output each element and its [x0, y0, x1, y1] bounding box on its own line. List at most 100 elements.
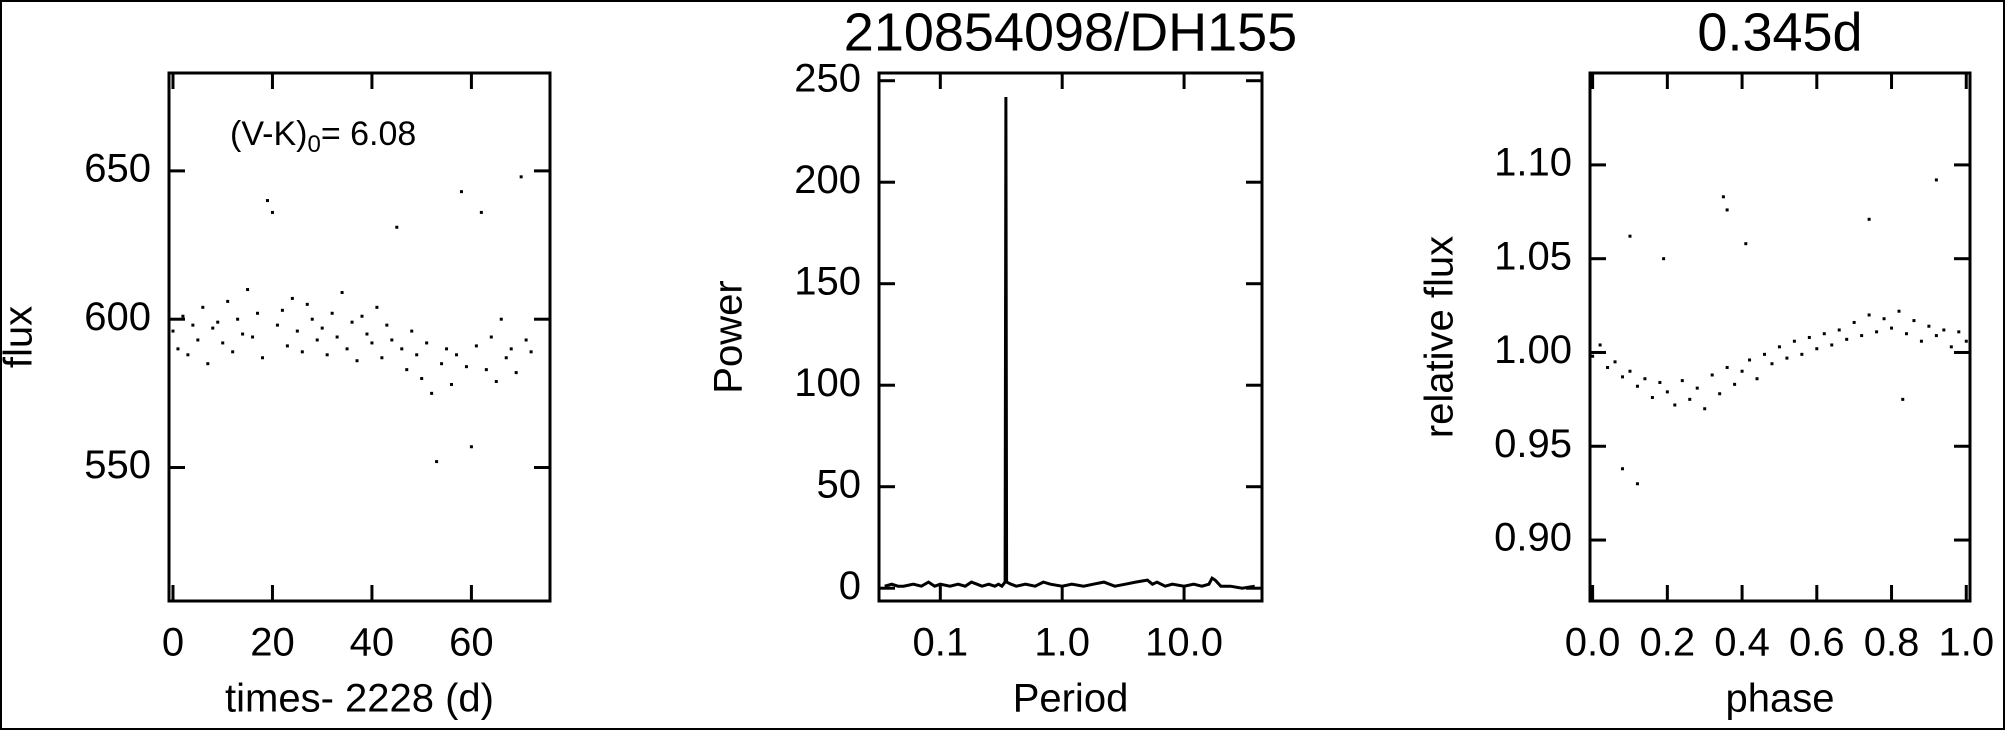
point: [360, 314, 364, 318]
power-line: [884, 96, 1255, 590]
point: [1792, 339, 1796, 343]
point: [1934, 178, 1938, 182]
point: [1942, 328, 1946, 332]
point: [1673, 403, 1677, 407]
point: [1919, 339, 1923, 343]
point: [375, 305, 379, 309]
point: [305, 302, 309, 306]
point: [335, 335, 339, 339]
y-tick-label: 0.95: [1494, 422, 1572, 466]
point: [1777, 345, 1781, 349]
y-tick-label: 150: [794, 259, 861, 303]
x-tick-label: 0: [162, 621, 184, 665]
x-tick-label: 60: [449, 621, 494, 665]
point: [410, 329, 414, 333]
point: [1748, 358, 1752, 362]
point: [1830, 343, 1834, 347]
point: [285, 344, 289, 348]
point: [315, 338, 319, 342]
panel-title: 0.345d: [1697, 2, 1862, 62]
point: [1815, 347, 1819, 351]
point: [385, 323, 389, 327]
point: [186, 353, 190, 357]
point: [1662, 257, 1666, 261]
point: [1755, 377, 1759, 381]
point: [256, 311, 260, 315]
point: [1770, 362, 1774, 366]
point: [1837, 328, 1841, 332]
point: [524, 338, 528, 342]
point: [1628, 234, 1632, 238]
y-tick-label: 550: [84, 443, 151, 487]
point: [300, 350, 304, 354]
plot-frame: [167, 71, 552, 603]
y-tick-label: 600: [84, 295, 151, 339]
point: [1957, 330, 1961, 334]
point: [1650, 395, 1654, 399]
annotation-subscript: 0: [307, 131, 320, 158]
point: [211, 326, 215, 330]
x-tick-label: 0.2: [1640, 621, 1696, 665]
point: [435, 460, 439, 464]
panel-title: 210854098/DH155: [844, 2, 1297, 62]
point: [1807, 335, 1811, 339]
point: [1591, 354, 1595, 358]
point: [1852, 320, 1856, 324]
point: [1949, 345, 1953, 349]
point: [440, 362, 444, 366]
point: [390, 338, 394, 342]
point: [529, 350, 533, 354]
point: [499, 317, 503, 321]
point: [1934, 334, 1938, 338]
x-tick-label: 40: [350, 621, 395, 665]
x-tick-label: 0.4: [1714, 621, 1770, 665]
point: [231, 350, 235, 354]
plot-frame: [1588, 71, 1972, 603]
point: [365, 332, 369, 336]
point: [310, 317, 314, 321]
y-axis-label: Power: [707, 280, 751, 393]
point: [1822, 332, 1826, 336]
point: [221, 341, 225, 345]
x-tick-label: 0.0: [1565, 621, 1621, 665]
point: [459, 190, 463, 194]
point: [1621, 467, 1625, 471]
point: [295, 329, 299, 333]
y-tick-label: 0.90: [1494, 516, 1572, 560]
point: [1665, 390, 1669, 394]
x-tick-label: 0.6: [1789, 621, 1845, 665]
point: [1680, 379, 1684, 383]
point: [201, 305, 205, 309]
point: [171, 329, 175, 333]
point: [469, 445, 473, 449]
point: [479, 210, 483, 214]
point: [519, 175, 523, 179]
point: [206, 362, 210, 366]
point: [370, 341, 374, 345]
point: [1762, 352, 1766, 356]
point: [265, 199, 269, 203]
point: [1613, 360, 1617, 364]
point: [1845, 337, 1849, 341]
point: [1621, 375, 1625, 379]
point: [1740, 369, 1744, 373]
point: [1785, 356, 1789, 360]
point: [454, 353, 458, 357]
y-tick-label: 1.00: [1494, 328, 1572, 372]
point: [415, 353, 419, 357]
point: [1890, 326, 1894, 330]
point: [395, 225, 399, 229]
point: [474, 344, 478, 348]
annotation: (V-K)0= 6.08: [230, 115, 416, 158]
point: [176, 347, 180, 351]
point: [275, 323, 279, 327]
point: [1912, 319, 1916, 323]
x-tick-label: 1.0: [1034, 621, 1090, 665]
point: [1725, 365, 1729, 369]
point: [464, 365, 468, 369]
point: [196, 338, 200, 342]
point: [1964, 339, 1968, 343]
x-tick-label: 0.1: [913, 621, 969, 665]
y-tick-label: 0: [839, 564, 861, 608]
